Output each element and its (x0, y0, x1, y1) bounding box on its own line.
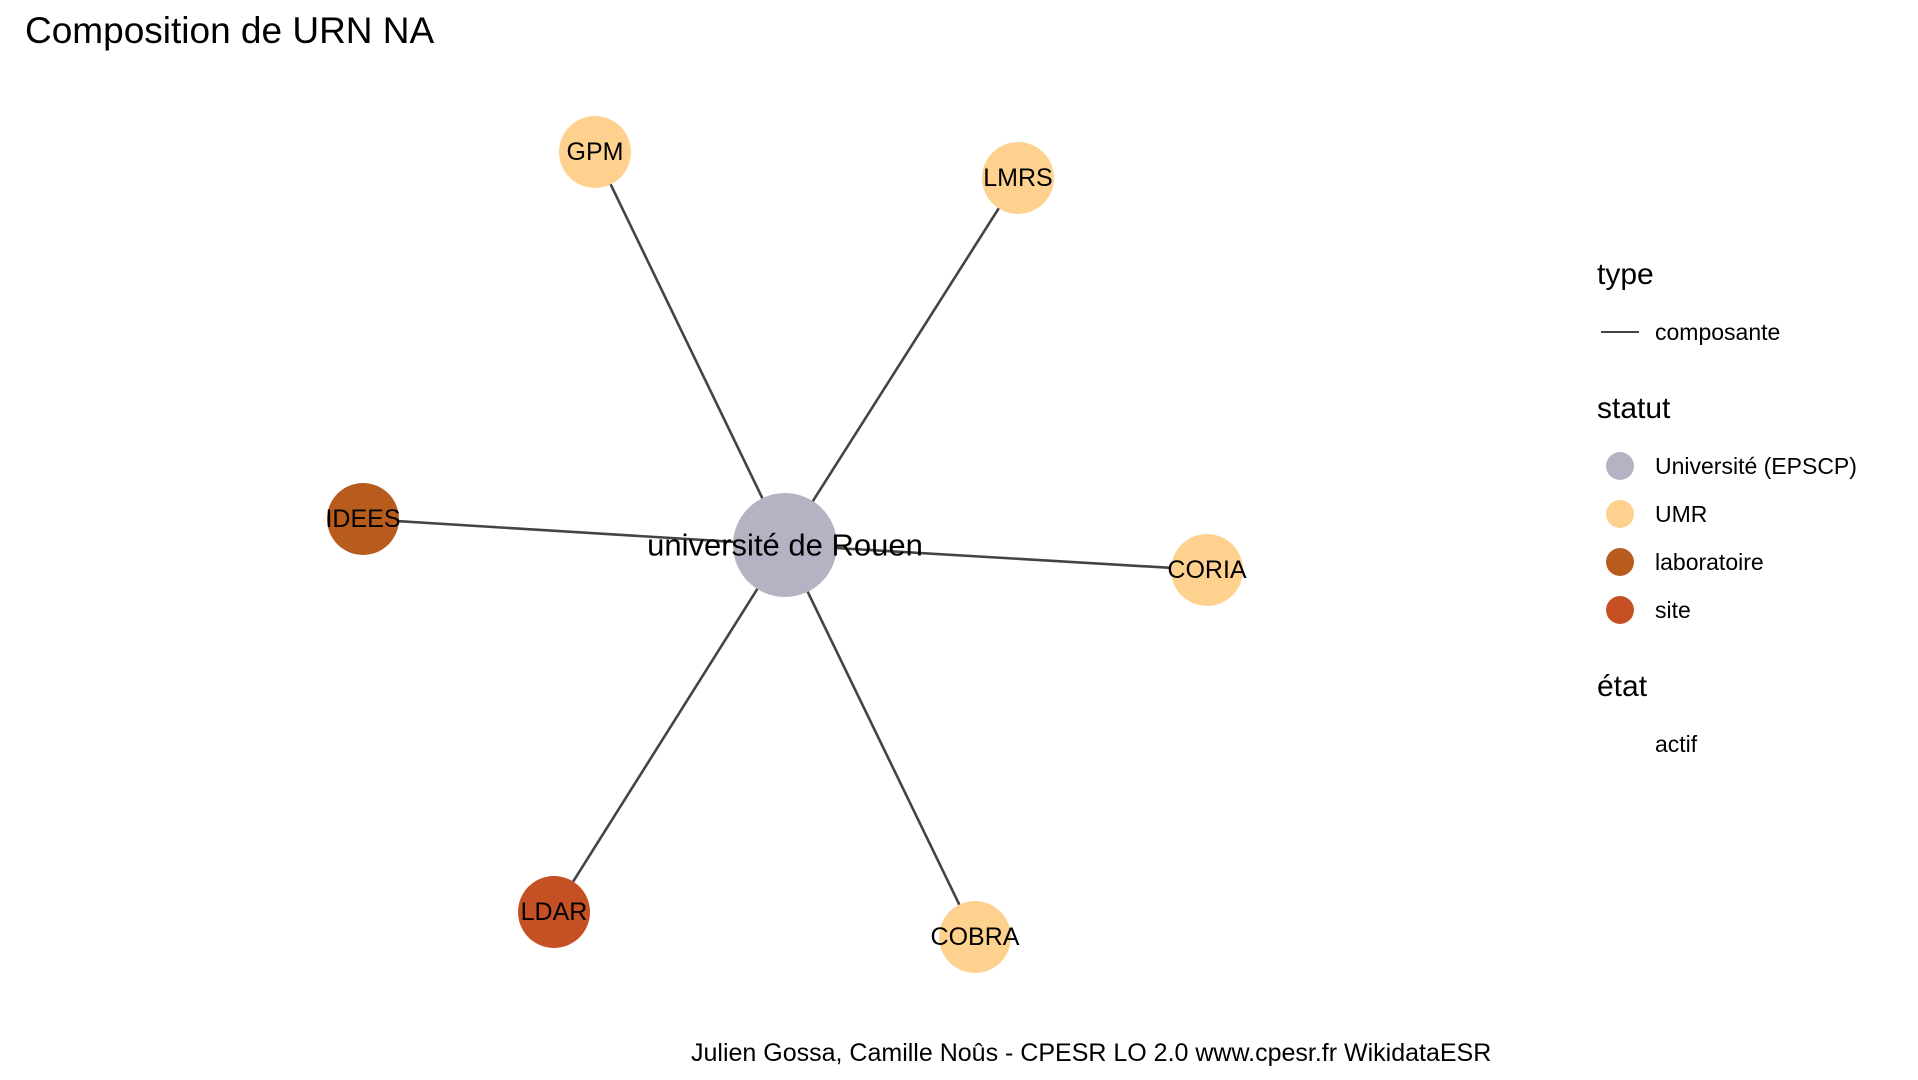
edges-layer (362, 151, 1208, 938)
legend-item-composante: composante (1597, 308, 1897, 356)
legend-item-label: laboratoire (1655, 548, 1764, 575)
node-cobra (939, 901, 1011, 973)
legend-type-title: type (1597, 258, 1654, 291)
legend-item-label: composante (1655, 318, 1781, 345)
nodes-layer: GPM LMRS IDEES CORIA LDAR COBRA université de … (325, 116, 1247, 973)
chart-title: Composition de URN NA (25, 10, 435, 51)
node-label-lmrs: LMRS (983, 164, 1052, 192)
legend-item-laboratoire: laboratoire (1597, 538, 1897, 586)
node-label-ldar: LDAR (521, 898, 588, 926)
legend-item-actif: actif (1597, 720, 1897, 768)
legend-item-site: site (1597, 586, 1897, 634)
legend-item-umr: UMR (1597, 490, 1897, 538)
node-label-rouen: université de Rouen (647, 528, 923, 563)
node-idees (327, 483, 399, 555)
node-gpm (559, 116, 631, 188)
legend-line-key (1597, 308, 1643, 356)
legend-dot-umr (1606, 500, 1634, 528)
node-ldar (518, 876, 590, 948)
node-coria (1171, 534, 1243, 606)
legend-dot-laboratoire (1606, 548, 1634, 576)
legend-dot-site (1606, 596, 1634, 624)
edge-rouen-ldar (552, 544, 787, 913)
legend-statut-title: statut (1597, 392, 1671, 425)
legend-item-universite: Université (EPSCP) (1597, 442, 1897, 490)
legend-type: type composante (1597, 258, 1897, 356)
legend-etat: état actif (1597, 670, 1897, 768)
legend-item-label: site (1655, 596, 1691, 623)
edge-rouen-cobra (783, 544, 977, 938)
caption: Julien Gossa, Camille Noûs - CPESR LO 2.… (691, 1039, 1492, 1067)
node-label-cobra: COBRA (931, 923, 1020, 951)
node-label-idees: IDEES (325, 505, 400, 533)
node-lmrs (982, 142, 1054, 214)
node-label-coria: CORIA (1167, 556, 1247, 584)
legend-item-label: Université (EPSCP) (1655, 452, 1857, 479)
legend-item-label: actif (1655, 730, 1698, 757)
legend-etat-title: état (1597, 670, 1648, 703)
legend-item-label: UMR (1655, 500, 1708, 527)
edge-rouen-lmrs (783, 177, 1020, 546)
edge-rouen-coria (784, 543, 1208, 572)
legend: type composante statut Université (EPSCP… (1597, 258, 1897, 804)
legend-dot-universite (1606, 452, 1634, 480)
node-label-gpm: GPM (567, 138, 624, 166)
node-rouen (733, 493, 837, 597)
legend-statut: statut Université (EPSCP) UMR laboratoir… (1597, 392, 1897, 634)
edge-rouen-gpm (593, 151, 787, 546)
edge-rouen-idees (362, 517, 786, 547)
